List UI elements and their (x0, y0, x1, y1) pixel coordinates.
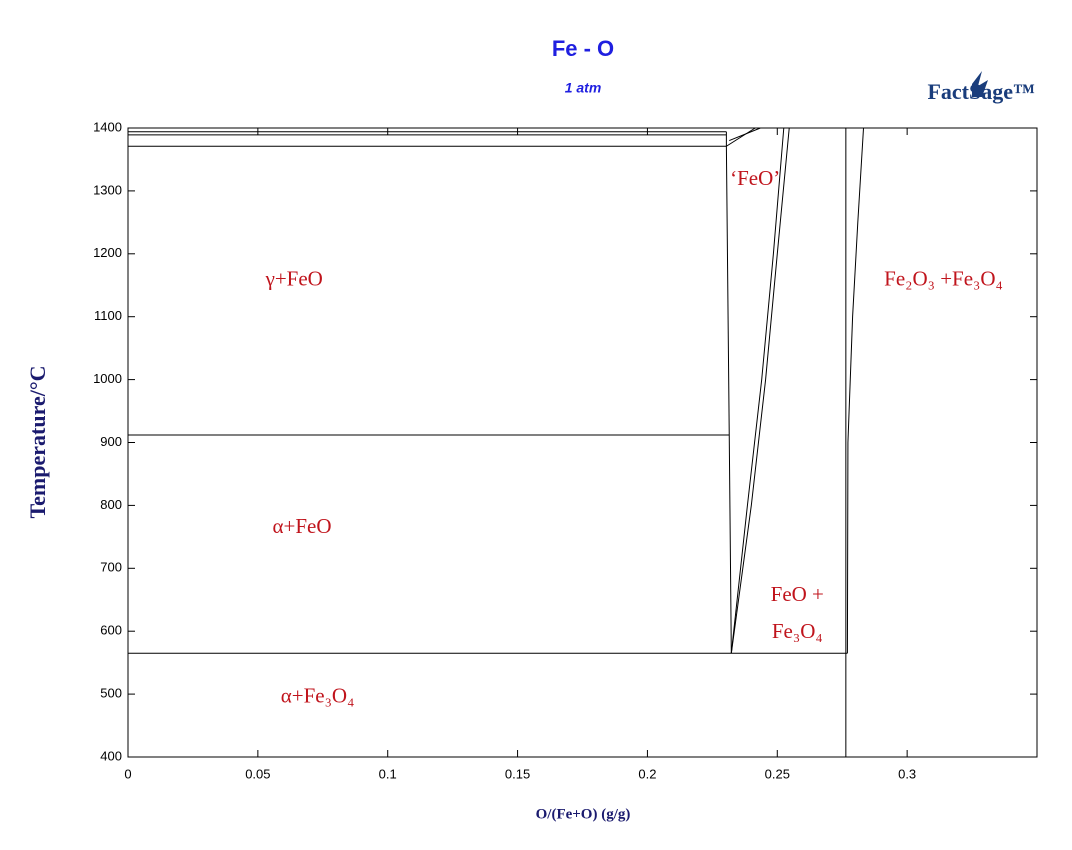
y-axis-label: Temperature/°C (25, 365, 50, 518)
chart-subtitle: 1 atm (565, 80, 602, 96)
chart-title: Fe - O (552, 36, 614, 61)
x-tick-label: 0.3 (898, 766, 916, 781)
region-label: ‘FeO’ (730, 166, 780, 190)
y-tick-label: 1300 (93, 182, 122, 197)
y-tick-label: 1000 (93, 371, 122, 386)
region-label: Fe₃O₄ (772, 619, 823, 643)
y-tick-label: 500 (100, 686, 122, 701)
x-tick-label: 0.05 (245, 766, 270, 781)
region-label: FeO + (771, 582, 824, 606)
y-tick-label: 800 (100, 497, 122, 512)
y-tick-label: 1200 (93, 245, 122, 260)
phase-boundary (730, 127, 790, 654)
logo-mark (972, 71, 988, 97)
region-label: α+FeO (273, 514, 332, 538)
x-tick-label: 0.25 (765, 766, 790, 781)
x-tick-label: 0.1 (379, 766, 397, 781)
y-tick-label: 1100 (94, 308, 122, 323)
y-tick-label: 700 (100, 560, 122, 575)
region-label: γ+FeO (265, 267, 323, 291)
phase-boundary (846, 127, 865, 654)
region-label: Fe₂O₃ +Fe₃O₄ (884, 267, 1003, 291)
x-tick-label: 0.15 (505, 766, 530, 781)
x-tick-label: 0 (124, 766, 131, 781)
phase-boundary (729, 127, 761, 142)
region-label: α+Fe₃O₄ (281, 684, 355, 708)
x-axis-label: O/(Fe+O) (g/g) (536, 806, 631, 822)
phase-boundary (730, 127, 785, 654)
phase-boundary (725, 131, 732, 654)
y-tick-label: 400 (100, 748, 122, 763)
y-tick-label: 900 (100, 434, 122, 449)
y-tick-label: 600 (100, 623, 122, 638)
phase-boundary (726, 127, 756, 147)
logo: FactSage™ (927, 79, 1035, 104)
x-tick-label: 0.2 (638, 766, 656, 781)
y-tick-label: 1400 (93, 119, 122, 134)
plot-frame (127, 127, 1038, 758)
